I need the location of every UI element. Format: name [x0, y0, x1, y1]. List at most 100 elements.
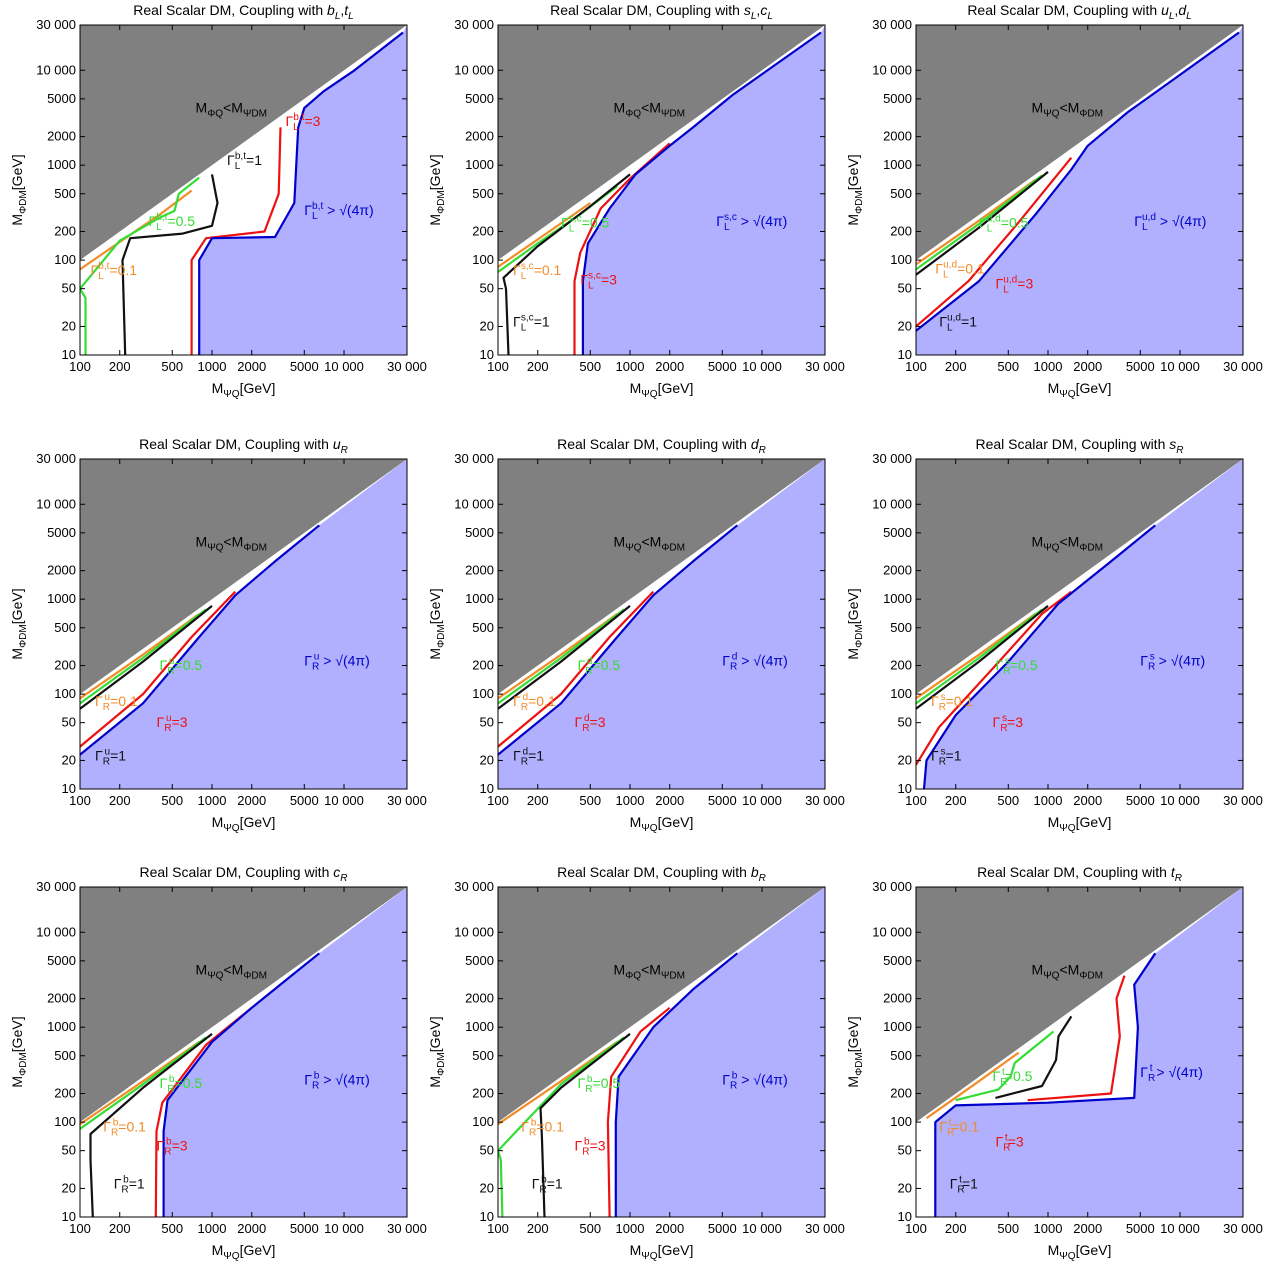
- contour-line-0: [916, 179, 1036, 266]
- y-tick-label: 50: [898, 281, 912, 296]
- contour-line-4: [581, 31, 822, 355]
- contour-annotation-3: ΓLu,d=3: [995, 275, 1033, 296]
- x-axis-label: MΨQ[GeV]: [212, 814, 276, 834]
- forbidden-region-label: MΦQ<MΨDM: [614, 961, 686, 981]
- x-tick-label: 10 000: [1160, 1221, 1200, 1236]
- y-tick-label: 100: [54, 1114, 76, 1129]
- contour-line-4: [162, 952, 320, 1217]
- contour-line-3: [1027, 975, 1126, 1102]
- contour-line-4: [922, 524, 1156, 789]
- y-tick-label: 200: [54, 224, 76, 239]
- y-tick-label: 200: [472, 658, 494, 673]
- x-tick-label: 5000: [1126, 359, 1155, 374]
- nonperturbative-region: [916, 25, 1243, 355]
- y-tick-label: 100: [54, 252, 76, 267]
- x-tick-label: 200: [109, 359, 131, 374]
- forbidden-region-label: MΨQ<MΦDM: [196, 533, 268, 553]
- forbidden-region-label: MΨQ<MΦDM: [1032, 533, 1104, 553]
- y-tick-label: 30 000: [36, 17, 76, 32]
- x-tick-label: 1000: [616, 1221, 645, 1236]
- x-tick-label: 200: [527, 1221, 549, 1236]
- y-tick-label: 10 000: [454, 496, 494, 511]
- nonperturbative-region: [935, 887, 1243, 1217]
- x-tick-label: 1000: [1034, 793, 1063, 808]
- nonperturbative-region: [924, 459, 1243, 789]
- contour-annotation-2: ΓRb=1: [532, 1174, 563, 1195]
- chart-panel: 100 200 500 1000 2000 5000 10 000 30 000 10 20 50 1…: [427, 864, 845, 1262]
- x-tick-label: 5000: [290, 1221, 319, 1236]
- contour-line-4: [198, 31, 404, 355]
- x-tick-label: 5000: [708, 793, 737, 808]
- y-tick-label: 5000: [465, 91, 494, 106]
- y-tick-label: 20: [898, 1180, 912, 1195]
- contour-line-1: [80, 176, 200, 355]
- y-tick-label: 1000: [465, 591, 494, 606]
- panel-title: Real Scalar DM, Coupling with sL,cL: [550, 2, 773, 22]
- contour-annotation-0: ΓLb,t=0.1: [90, 261, 137, 282]
- contour-annotation-3: ΓLs,c=3: [580, 271, 617, 292]
- contour-annotation-0: ΓRt=0.1: [939, 1117, 979, 1138]
- y-tick-label: 100: [472, 686, 494, 701]
- y-tick-label: 500: [890, 186, 912, 201]
- contour-line-1: [955, 1030, 1055, 1102]
- contour-annotation-4: ΓLb,t > √(4π): [304, 201, 373, 222]
- x-axis-label: MΨQ[GeV]: [630, 1242, 694, 1262]
- y-tick-label: 100: [54, 686, 76, 701]
- plot-frame: [497, 24, 826, 356]
- y-tick-label: 200: [890, 1086, 912, 1101]
- y-tick-label: 30 000: [36, 451, 76, 466]
- y-tick-label: 1000: [47, 157, 76, 172]
- x-tick-label: 10 000: [742, 1221, 782, 1236]
- y-tick-label: 5000: [883, 953, 912, 968]
- x-tick-label: 200: [945, 793, 967, 808]
- x-tick-label: 5000: [1126, 793, 1155, 808]
- y-tick-label: 10: [480, 347, 494, 362]
- y-tick-label: 2000: [465, 129, 494, 144]
- contour-annotation-3: ΓRt=3: [995, 1133, 1023, 1154]
- y-tick-label: 20: [898, 318, 912, 333]
- x-axis-label: MΨQ[GeV]: [1048, 380, 1112, 400]
- chart-panel: 100 200 500 1000 2000 5000 10 000 30 000 10 20 50 1…: [9, 436, 427, 834]
- y-tick-label: 10 000: [872, 496, 912, 511]
- contour-line-3: [498, 590, 655, 748]
- y-tick-label: 200: [890, 658, 912, 673]
- y-tick-label: 5000: [465, 953, 494, 968]
- y-tick-label: 500: [890, 1048, 912, 1063]
- panel-title: Real Scalar DM, Coupling with dR: [557, 436, 766, 456]
- y-tick-label: 2000: [465, 991, 494, 1006]
- contour-line-1: [80, 608, 207, 705]
- y-tick-label: 20: [480, 318, 494, 333]
- y-tick-label: 10: [62, 781, 76, 796]
- x-axis-label: MΨQ[GeV]: [1048, 814, 1112, 834]
- x-tick-label: 200: [109, 1221, 131, 1236]
- forbidden-region-label: MΨQ<MΦDM: [1032, 961, 1104, 981]
- contour-annotation-1: ΓLu,d=0.5: [979, 214, 1029, 235]
- chart-panel: 100 200 500 1000 2000 5000 10 000 30 000 10 20 50 1…: [9, 2, 427, 400]
- x-tick-label: 30 000: [387, 359, 427, 374]
- y-tick-label: 2000: [47, 129, 76, 144]
- contour-annotation-4: ΓRt > √(4π): [1140, 1063, 1203, 1084]
- nonperturbative-region: [615, 887, 825, 1217]
- contour-line-2: [539, 1033, 631, 1217]
- y-tick-label: 50: [480, 1143, 494, 1158]
- contour-line-0: [925, 1051, 1020, 1120]
- contour-annotation-1: ΓRu=0.5: [159, 656, 202, 677]
- y-tick-label: 1000: [883, 1019, 912, 1034]
- y-tick-label: 10: [898, 347, 912, 362]
- x-tick-label: 100: [905, 359, 927, 374]
- x-axis-label: MΨQ[GeV]: [1048, 1242, 1112, 1262]
- y-tick-label: 500: [54, 1048, 76, 1063]
- contour-annotation-0: ΓRb=0.1: [103, 1117, 146, 1138]
- forbidden-region: [916, 25, 1243, 261]
- contour-annotation-0: ΓRu=0.1: [95, 692, 138, 713]
- contour-line-2: [89, 1033, 213, 1217]
- x-tick-label: 30 000: [387, 1221, 427, 1236]
- x-tick-label: 100: [487, 793, 509, 808]
- contour-annotation-0: ΓRb=0.1: [521, 1117, 564, 1138]
- y-tick-label: 50: [62, 1143, 76, 1158]
- contour-line-4: [80, 524, 320, 756]
- contour-annotation-1: ΓRb=0.5: [577, 1074, 620, 1095]
- contour-annotation-1: ΓRt=0.5: [993, 1067, 1033, 1088]
- x-tick-label: 1000: [616, 359, 645, 374]
- contour-line-4: [934, 952, 1157, 1217]
